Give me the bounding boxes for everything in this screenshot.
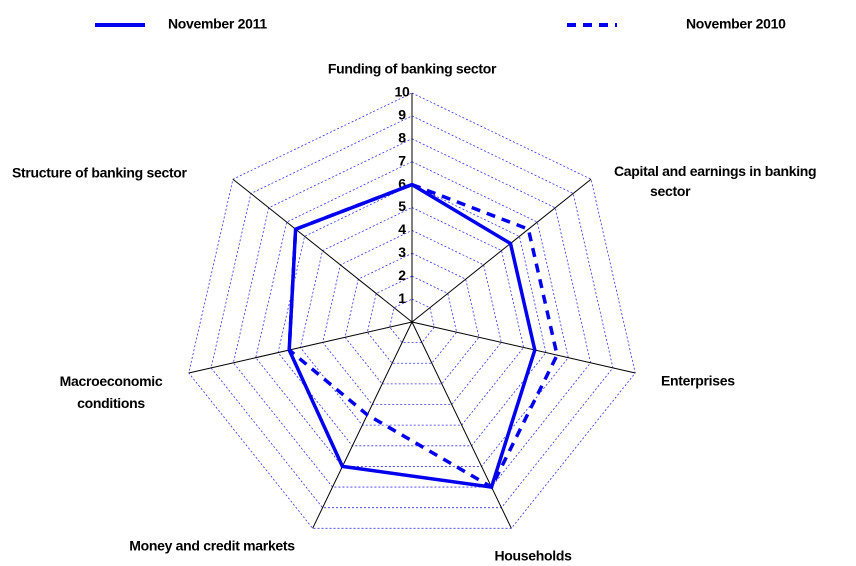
grid-line <box>389 298 435 344</box>
r-tick-label: 9 <box>398 107 406 123</box>
series-line <box>287 182 537 490</box>
r-tick-label: 3 <box>398 244 406 260</box>
axis-line <box>232 178 413 323</box>
category-label: Funding of banking sector <box>328 61 497 77</box>
grid-line <box>277 184 547 447</box>
grid-line <box>210 115 614 509</box>
legend-label: November 2010 <box>686 16 786 32</box>
grid-line <box>232 138 592 488</box>
axis-line <box>411 321 636 374</box>
grid-line <box>322 229 502 405</box>
axis-line <box>411 321 512 529</box>
r-tick-label: 7 <box>398 152 406 168</box>
r-tick-label: 8 <box>398 130 406 146</box>
r-tick-label: 4 <box>398 221 406 237</box>
axis-line <box>188 321 413 374</box>
axis-line <box>312 321 413 529</box>
r-tick-label: 6 <box>398 175 406 191</box>
r-tick-label: 1 <box>398 290 406 306</box>
category-label: Capital and earnings in banking sector <box>614 163 816 199</box>
r-tick-label: 5 <box>398 198 406 214</box>
category-label: Households <box>494 548 572 564</box>
category-label: Money and credit markets <box>129 538 295 554</box>
grid-line <box>344 252 480 385</box>
category-label: Macroeconomic conditions <box>60 373 163 411</box>
series-line <box>287 182 559 490</box>
r-tick-label: 10 <box>395 84 410 100</box>
category-label: Enterprises <box>661 373 735 389</box>
legend-label: November 2011 <box>168 16 267 32</box>
axis-line <box>411 178 592 323</box>
r-tick-label: 2 <box>398 267 406 283</box>
category-label: Structure of banking sector <box>12 165 188 181</box>
